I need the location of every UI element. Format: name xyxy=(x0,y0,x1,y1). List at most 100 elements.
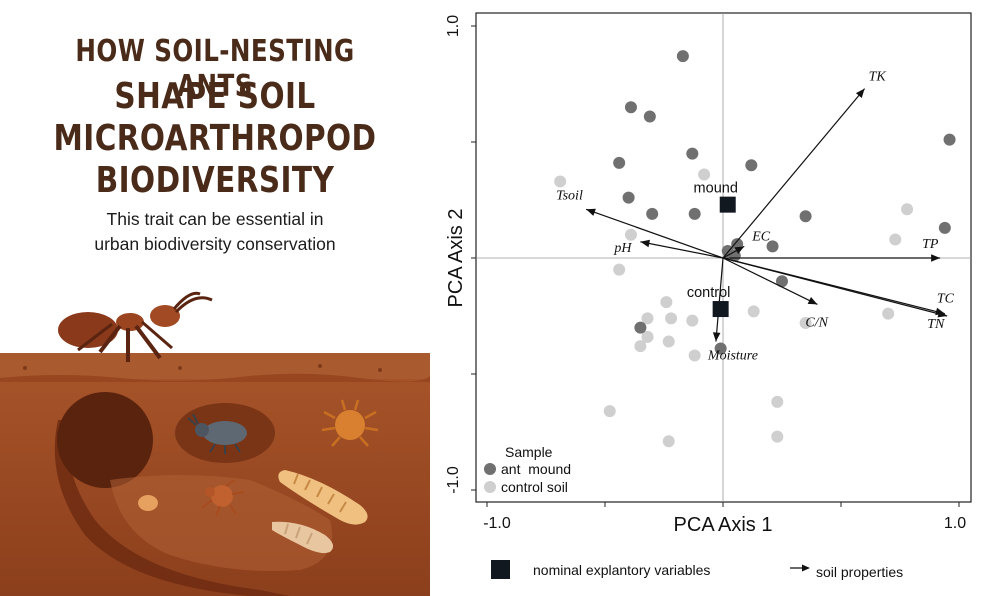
ant-mound-point xyxy=(646,207,659,220)
control-soil-point xyxy=(662,435,675,448)
soil-layer-line xyxy=(0,373,430,382)
vector-label-moisture: Moisture xyxy=(707,349,758,364)
control-soil-point xyxy=(771,430,784,443)
legend-label-control-soil: control soil xyxy=(501,479,568,495)
ant-mound-point xyxy=(938,221,951,234)
infographic-title-line-3: MICROARTHROPOD xyxy=(53,118,377,159)
pebble xyxy=(23,366,27,370)
legend-arrow-head xyxy=(802,564,810,572)
ant-mound-point xyxy=(745,159,758,172)
ant-mound-point xyxy=(622,191,635,204)
x-tick-label-left: -1.0 xyxy=(483,515,511,532)
ant-mound-point xyxy=(714,342,727,355)
centroid-mound xyxy=(719,196,736,213)
egg-icon xyxy=(138,495,158,511)
control-soil-point xyxy=(554,175,567,188)
pca-biplot: 1.0 -1.0 -1.0 1.0 PCA Axis 1 PCA Axis 2 … xyxy=(445,12,972,580)
larva-icon xyxy=(278,470,368,525)
pebble xyxy=(378,368,382,372)
legend-label-ant-mound: ant mound xyxy=(501,461,571,477)
x-tick-label-right: 1.0 xyxy=(944,515,966,532)
control-soil-point xyxy=(660,296,673,309)
y-tick-label-top: 1.0 xyxy=(445,15,462,37)
ant-mound-point xyxy=(799,210,812,223)
centroid-markers: mound control xyxy=(687,181,738,318)
control-soil-point xyxy=(882,307,895,320)
soil-property-vectors: TK Tsoil EC pH TP C/N TC TN Moisture xyxy=(556,70,955,364)
control-soil-point xyxy=(698,168,711,181)
legend-marker-ant-mound xyxy=(484,463,496,475)
control-soil-point xyxy=(771,395,784,408)
vector-arrowhead-c-n xyxy=(807,297,818,305)
control-soil-point xyxy=(799,316,812,329)
infographic-title-line-4: BIODIVERSITY xyxy=(95,160,335,201)
bottom-legend: nominal explantory variables soil proper… xyxy=(491,560,903,580)
vector-c-n xyxy=(722,257,818,305)
ant-mound-point xyxy=(634,321,647,334)
infographic-subtitle-line-1: This trait can be essential in xyxy=(106,209,324,229)
soil-surface xyxy=(0,353,430,379)
control-soil-point xyxy=(613,263,626,276)
ant-mound-point xyxy=(766,240,779,253)
vector-tk xyxy=(722,88,866,259)
nest-chamber xyxy=(57,392,153,488)
infographic-title-line-1: HOW SOIL-NESTING ANTS xyxy=(75,34,355,104)
legend-square-label: nominal explantory variables xyxy=(533,562,710,578)
vector-label-ph: pH xyxy=(613,241,632,256)
control-soil-point xyxy=(662,335,675,348)
ant-mound-point xyxy=(686,147,699,160)
y-axis-title: PCA Axis 2 xyxy=(445,209,467,308)
vector-arrowhead-tsoil xyxy=(586,208,596,216)
grub-icon xyxy=(272,521,334,554)
legend-title: Sample xyxy=(505,444,553,460)
x-axis-title: PCA Axis 1 xyxy=(674,514,773,536)
vector-label-c-n: C/N xyxy=(805,315,828,330)
control-soil-point xyxy=(688,349,701,362)
vector-arrowhead-tn xyxy=(937,310,948,318)
vector-label-tk: TK xyxy=(869,70,887,85)
vector-moisture xyxy=(715,257,724,342)
control-soil-point xyxy=(686,314,699,327)
vector-arrowhead-ec xyxy=(734,246,745,255)
legend-square-marker xyxy=(491,560,510,579)
centroid-label-mound: mound xyxy=(694,181,738,197)
springtail-icon xyxy=(187,413,247,454)
ant-mound-point xyxy=(688,207,701,220)
control-soil-point xyxy=(624,228,637,241)
ant-mound-point xyxy=(643,110,656,123)
ant-mound-point xyxy=(943,133,956,146)
ant-mound-point xyxy=(613,156,626,169)
ant-icon xyxy=(58,291,213,362)
legend-marker-control-soil xyxy=(484,481,496,493)
vector-arrowhead-tp xyxy=(931,254,941,262)
vector-label-tn: TN xyxy=(927,317,945,332)
mite-icon xyxy=(321,399,379,447)
vector-arrowhead-ph xyxy=(640,239,650,248)
ant-tunnel xyxy=(54,420,290,596)
ant-mound-point xyxy=(776,275,788,288)
control-soil-point xyxy=(641,312,654,325)
vector-label-tc: TC xyxy=(937,292,955,307)
control-soil-point xyxy=(901,203,914,216)
control-soil-point xyxy=(641,330,654,343)
vector-arrowhead-moisture xyxy=(712,332,721,342)
infographic-subtitle-line-2: urban biodiversity conservation xyxy=(94,234,336,254)
control-soil-point xyxy=(665,312,678,325)
sample-points xyxy=(554,50,956,448)
axis-ticks xyxy=(471,25,960,507)
vector-label-tsoil: Tsoil xyxy=(556,188,583,203)
ant-mound-point xyxy=(676,50,689,63)
soil-illustration xyxy=(0,291,430,596)
vector-arrowhead-tk xyxy=(855,88,865,98)
control-soil-point xyxy=(634,340,647,353)
vector-ph xyxy=(640,241,724,259)
pebble xyxy=(178,366,182,370)
control-soil-point xyxy=(747,305,760,318)
centroid-label-control: control xyxy=(687,285,731,301)
control-soil-point xyxy=(889,233,902,246)
legend-arrow-label: soil properties xyxy=(816,564,903,580)
vector-tn xyxy=(722,257,948,317)
control-soil-point xyxy=(603,405,616,418)
vector-tsoil xyxy=(585,208,724,259)
infographic-title-line-2: SHAPE SOIL xyxy=(114,76,316,117)
